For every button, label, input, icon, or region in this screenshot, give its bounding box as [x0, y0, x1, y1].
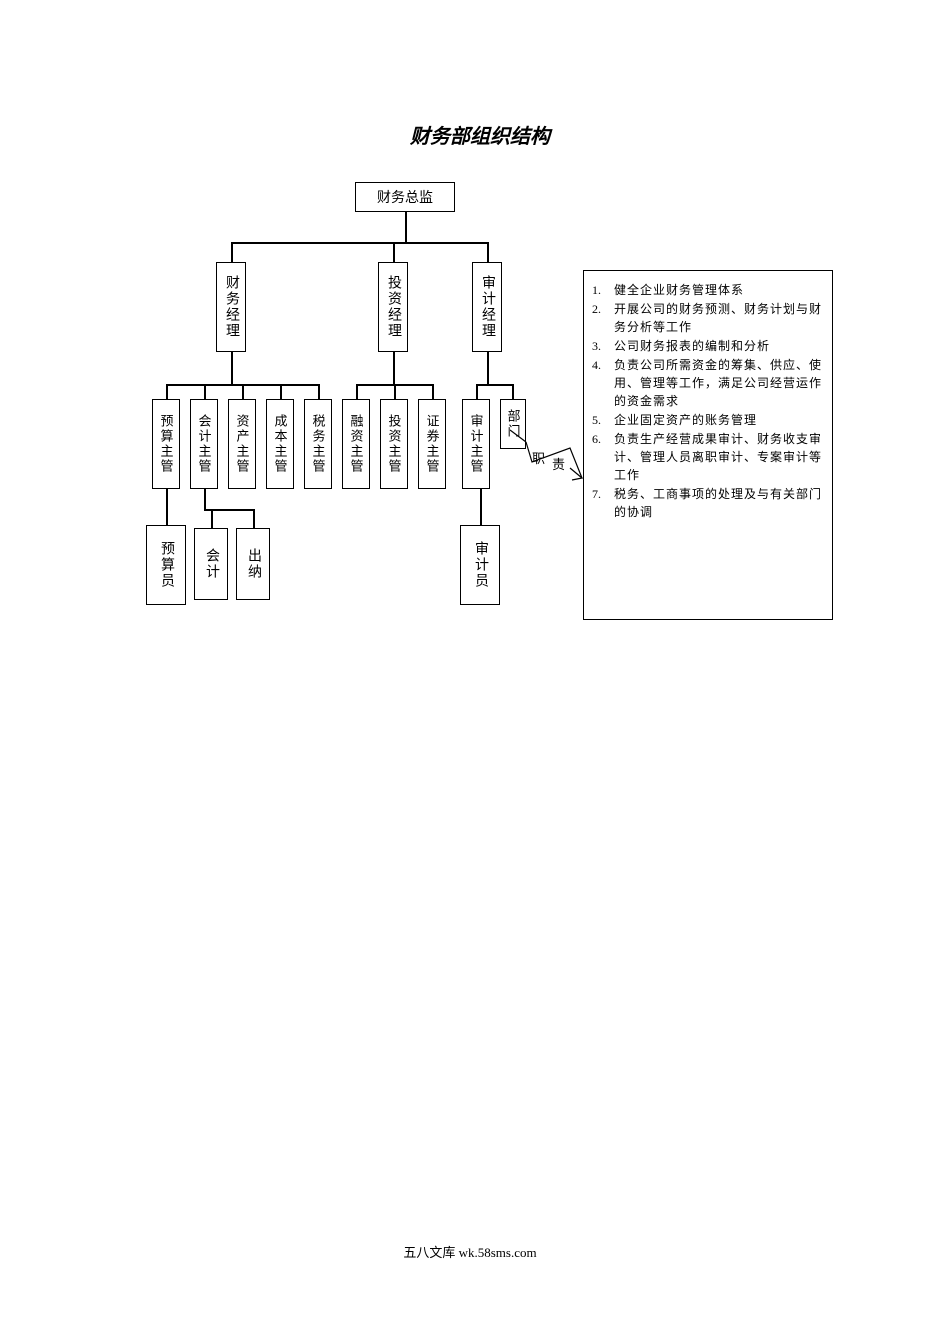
node-label: 审计主管 [467, 414, 486, 474]
node-label: 资产主管 [233, 414, 252, 474]
connector-line [480, 489, 482, 525]
responsibility-box: 1.健全企业财务管理体系2.开展公司的财务预测、财务计划与财务分析等工作3.公司… [583, 270, 833, 620]
node-label: 证券主管 [423, 414, 442, 474]
node-label: 出纳 [243, 548, 263, 580]
responsibility-item: 2.开展公司的财务预测、财务计划与财务分析等工作 [592, 300, 824, 336]
connector-line [242, 384, 244, 399]
connector-line [166, 489, 168, 525]
node-sup-asset: 资产主管 [228, 399, 256, 489]
node-label: 会计主管 [195, 414, 214, 474]
connector-line [476, 384, 478, 399]
node-leaf-cashier: 出纳 [236, 528, 270, 600]
responsibility-item: 3.公司财务报表的编制和分析 [592, 337, 824, 355]
callout-label-2: 责 [552, 454, 565, 473]
node-label: 预算员 [156, 541, 176, 589]
connector-line [280, 384, 282, 399]
connector-line [231, 352, 233, 384]
node-label: 审计经理 [477, 275, 497, 339]
connector-line [393, 352, 395, 384]
node-label: 财务经理 [221, 275, 241, 339]
connector-line [356, 384, 358, 399]
connector-line [204, 489, 206, 509]
node-sup-sec: 证券主管 [418, 399, 446, 489]
responsibility-item: 4.负责公司所需资金的筹集、供应、使用、管理等工作，满足公司经营运作的资金需求 [592, 356, 824, 410]
connector-line [166, 384, 168, 399]
node-label: 财务总监 [377, 187, 433, 207]
node-leaf-auditor: 审计员 [460, 525, 500, 605]
responsibility-item: 5.企业固定资产的账务管理 [592, 411, 824, 429]
node-sup-audit: 审计主管 [462, 399, 490, 489]
node-label: 投资主管 [385, 414, 404, 474]
node-sup-account: 会计主管 [190, 399, 218, 489]
node-label: 融资主管 [347, 414, 366, 474]
connector-line [476, 384, 512, 386]
connector-line [432, 384, 434, 399]
connector-line [487, 352, 489, 384]
connector-line [231, 242, 487, 244]
node-label: 预算主管 [157, 414, 176, 474]
node-label: 会计 [201, 548, 221, 580]
node-mgr-finance: 财务经理 [216, 262, 246, 352]
connector-line [204, 384, 206, 399]
connector-line [512, 384, 514, 399]
node-sup-budget: 预算主管 [152, 399, 180, 489]
node-label: 审计员 [470, 541, 490, 589]
connector-line [318, 384, 320, 399]
node-sup-fund: 融资主管 [342, 399, 370, 489]
node-mgr-invest: 投资经理 [378, 262, 408, 352]
callout-label-1: 职 [532, 448, 545, 467]
node-mgr-audit: 审计经理 [472, 262, 502, 352]
responsibility-item: 6.负责生产经营成果审计、财务收支审计、管理人员离职审计、专案审计等工作 [592, 430, 824, 484]
node-label: 投资经理 [383, 275, 403, 339]
node-root: 财务总监 [355, 182, 455, 212]
page-footer: 五八文库 wk.58sms.com [370, 1242, 570, 1261]
connector-line [393, 242, 395, 262]
connector-line [211, 509, 213, 528]
connector-line [394, 384, 396, 399]
node-sup-cost: 成本主管 [266, 399, 294, 489]
connector-line [487, 242, 489, 262]
node-label: 税务主管 [309, 414, 328, 474]
node-leaf-budget: 预算员 [146, 525, 186, 605]
responsibility-list: 1.健全企业财务管理体系2.开展公司的财务预测、财务计划与财务分析等工作3.公司… [592, 281, 824, 521]
connector-line [253, 509, 255, 528]
connector-line [231, 242, 233, 262]
responsibility-item: 1.健全企业财务管理体系 [592, 281, 824, 299]
node-leaf-account: 会计 [194, 528, 228, 600]
node-sup-invest: 投资主管 [380, 399, 408, 489]
node-label: 成本主管 [271, 414, 290, 474]
page-title: 财务部组织结构 [380, 120, 580, 149]
node-sup-tax: 税务主管 [304, 399, 332, 489]
connector-line [405, 212, 407, 242]
responsibility-item: 7.税务、工商事项的处理及与有关部门的协调 [592, 485, 824, 521]
